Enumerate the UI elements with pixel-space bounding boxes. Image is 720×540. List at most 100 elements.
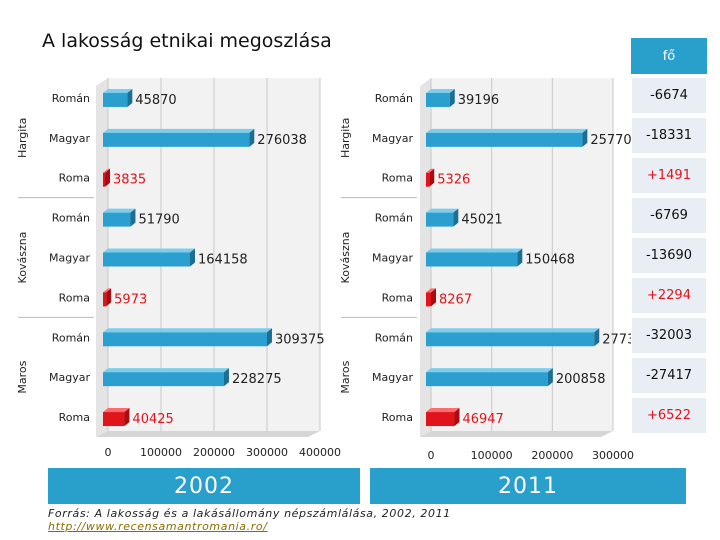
difference-cell: -13690	[631, 237, 707, 274]
bar-end	[130, 208, 136, 227]
bar-top	[426, 168, 435, 173]
bar	[426, 372, 548, 387]
bar	[426, 92, 450, 107]
bar	[426, 212, 454, 227]
category-label: Roma	[59, 172, 90, 185]
bar	[103, 132, 250, 147]
data-label: 8267	[439, 292, 472, 307]
category-label: Román	[375, 92, 413, 105]
chart-2002: 0 100000 200000 300000 400000 Hargita Román 458…	[16, 78, 341, 459]
bar-top	[103, 88, 133, 93]
bar-end	[449, 88, 455, 107]
category-label: Roma	[382, 411, 413, 424]
chart-side-wall	[96, 78, 108, 437]
x-tick-label: 100000	[471, 449, 513, 462]
bar	[426, 132, 583, 147]
data-label: 200858	[556, 372, 606, 387]
data-label: 51790	[138, 213, 179, 228]
category-label: Magyar	[372, 252, 413, 265]
x-tick-label: 200000	[531, 449, 573, 462]
bar-top	[103, 408, 130, 413]
bar-top	[103, 248, 196, 253]
bar	[103, 292, 107, 307]
x-tick-label: 200000	[193, 446, 235, 459]
year-label-2011: 2011	[370, 468, 686, 504]
data-label: 39196	[458, 93, 499, 108]
bar-end	[124, 408, 130, 427]
x-tick-label: 0	[428, 449, 435, 462]
bar	[426, 172, 430, 187]
bar-end	[453, 208, 459, 227]
category-label: Magyar	[49, 132, 90, 145]
data-label: 276038	[257, 133, 307, 148]
data-label: 150468	[525, 253, 575, 268]
group-label: Hargita	[339, 118, 352, 158]
bar	[103, 172, 106, 187]
category-label: Roma	[59, 411, 90, 424]
bar	[103, 252, 191, 267]
bar-top	[426, 408, 460, 413]
bar-top	[103, 208, 136, 213]
category-label: Román	[52, 331, 90, 344]
bar	[426, 252, 518, 267]
data-label: 5326	[437, 173, 470, 188]
category-label: Roma	[382, 291, 413, 304]
difference-panel: fő -6674 -18331 +1491 -6769 -13690 +2294 -3200…	[631, 38, 707, 437]
difference-cell: -32003	[631, 317, 707, 354]
bar-end	[429, 168, 435, 187]
source-text: Forrás: A lakosság és a lakásállomány né…	[48, 507, 451, 520]
category-label: Román	[375, 331, 413, 344]
difference-cell: +1491	[631, 157, 707, 194]
group-label: Maros	[16, 360, 29, 393]
category-label: Magyar	[372, 371, 413, 384]
bar-top	[103, 288, 112, 293]
difference-cell: -6674	[631, 77, 707, 114]
bar	[103, 372, 224, 387]
bar-end	[249, 128, 255, 147]
category-label: Magyar	[49, 371, 90, 384]
category-label: Roma	[382, 172, 413, 185]
data-label: 3835	[113, 173, 146, 188]
bar-end	[105, 168, 111, 187]
bar	[103, 332, 267, 347]
bar-end	[517, 248, 523, 267]
group-label: Hargita	[16, 118, 29, 158]
bar-end	[223, 368, 229, 387]
bar	[103, 92, 128, 107]
bar-end	[190, 248, 196, 267]
bar-end	[454, 408, 460, 427]
bar-end	[266, 328, 272, 347]
difference-cell: -27417	[631, 357, 707, 394]
bar-top	[103, 128, 255, 133]
data-label: 46947	[462, 412, 503, 427]
category-label: Román	[52, 92, 90, 105]
x-tick-label: 300000	[592, 449, 634, 462]
difference-cell: -18331	[631, 117, 707, 154]
bar-top	[426, 248, 523, 253]
bar-end	[106, 288, 112, 307]
bar-top	[426, 88, 455, 93]
bar-end	[594, 328, 600, 347]
bar-top	[426, 288, 437, 293]
difference-cell: +6522	[631, 397, 707, 434]
data-label: 40425	[132, 412, 173, 427]
difference-cell: +2294	[631, 277, 707, 314]
category-label: Magyar	[49, 252, 90, 265]
bar-end	[582, 128, 588, 147]
bar	[103, 212, 131, 227]
group-label: Maros	[339, 360, 352, 393]
bar-top	[426, 208, 459, 213]
difference-list: -6674 -18331 +1491 -6769 -13690 +2294 -32003 -2…	[631, 77, 707, 434]
source-link[interactable]: http://www.recensamantromania.ro/	[48, 520, 268, 533]
bar-top	[103, 368, 229, 373]
data-label: 45021	[461, 213, 502, 228]
bar	[426, 292, 432, 307]
page-title: A lakosság etnikai megoszlása	[42, 30, 332, 52]
category-label: Roma	[59, 291, 90, 304]
category-label: Román	[52, 212, 90, 225]
group-label: Kovászna	[16, 232, 29, 284]
data-label: 228275	[232, 372, 282, 387]
bar	[103, 412, 125, 427]
bar-end	[431, 288, 437, 307]
